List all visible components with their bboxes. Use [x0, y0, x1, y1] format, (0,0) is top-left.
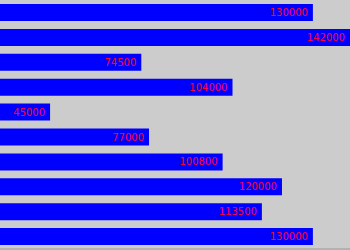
svg-text:104000: 104000 — [189, 82, 227, 93]
svg-text:142000: 142000 — [307, 32, 342, 43]
svg-text:45000: 45000 — [13, 107, 45, 118]
svg-text:100800: 100800 — [179, 156, 217, 167]
svg-text:74500: 74500 — [104, 57, 136, 68]
svg-text:120000: 120000 — [239, 181, 277, 192]
svg-text:77000: 77000 — [112, 132, 144, 143]
svg-text:113500: 113500 — [219, 206, 257, 217]
svg-text:130000: 130000 — [270, 231, 308, 242]
svg-text:130000: 130000 — [270, 7, 308, 18]
